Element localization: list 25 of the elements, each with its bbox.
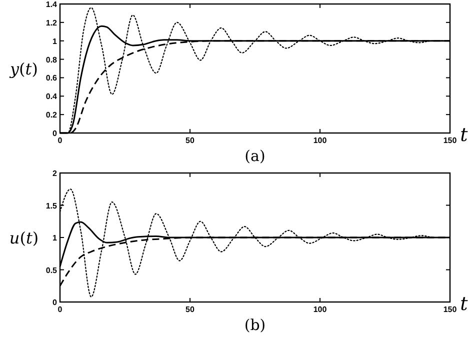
x-tick-label: 50	[186, 136, 195, 145]
text: (b)	[244, 316, 266, 334]
y-tick-label: 0	[52, 129, 58, 138]
y-tick-label: 1.5	[46, 201, 58, 210]
y-tick-label: 1	[52, 234, 58, 242]
x-axis-title: t	[460, 124, 468, 146]
y-tick-label: 0.8	[46, 55, 58, 64]
x-tick-label: 150	[443, 136, 458, 145]
y-tick-label: 0	[52, 298, 58, 307]
y-tick-label: 1.4	[46, 0, 58, 9]
y-tick-label: 0.5	[46, 266, 58, 275]
x-axis-title: t	[460, 293, 468, 315]
y-axis-title: y(t)	[9, 60, 38, 78]
x-tick-label: 150	[443, 305, 458, 314]
y-tick-label: 1	[52, 36, 58, 46]
y-tick-label: 1.2	[46, 18, 58, 28]
x-tick-label: 50	[186, 305, 195, 314]
y-tick-label: 2	[52, 169, 58, 178]
y-tick-label: 0.2	[46, 110, 58, 120]
y-tick-label: 0.6	[46, 74, 58, 83]
y-tick-label: 0.4	[46, 92, 58, 102]
text: (a)	[244, 147, 266, 165]
x-tick-label: 100	[313, 136, 328, 145]
y-axis-title: u(t)	[9, 228, 39, 248]
x-tick-label: 100	[313, 305, 328, 314]
